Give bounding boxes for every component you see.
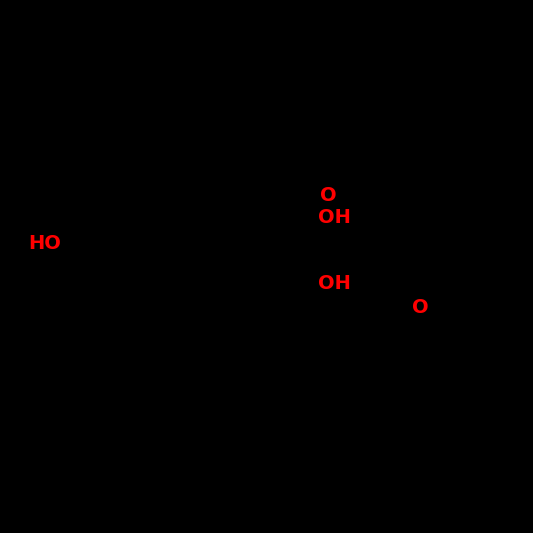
Text: HO: HO [28, 234, 61, 253]
Text: OH: OH [318, 274, 350, 293]
Text: O: O [411, 298, 428, 317]
Text: O: O [320, 187, 336, 205]
Text: OH: OH [318, 208, 350, 227]
